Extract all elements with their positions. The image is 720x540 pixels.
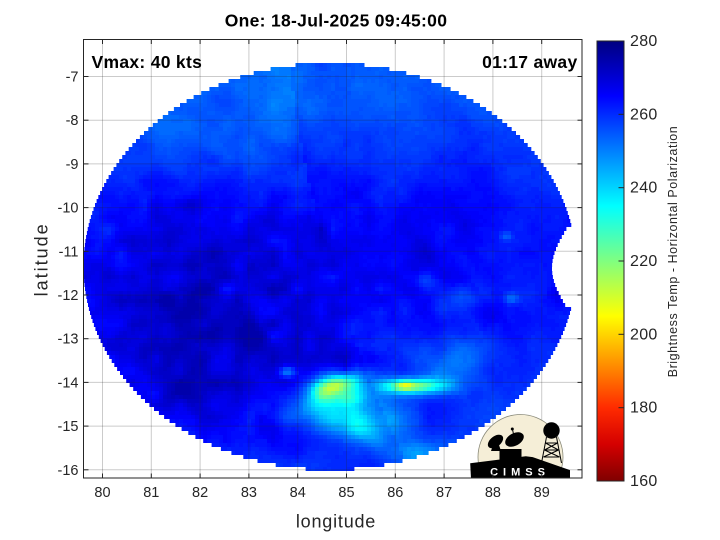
svg-text:84: 84 bbox=[290, 485, 306, 501]
svg-text:220: 220 bbox=[630, 253, 658, 270]
svg-text:-10: -10 bbox=[58, 201, 79, 217]
svg-text:Vmax: 40 kts: Vmax: 40 kts bbox=[92, 52, 203, 72]
svg-text:-14: -14 bbox=[58, 375, 79, 391]
svg-text:88: 88 bbox=[485, 485, 501, 501]
svg-text:86: 86 bbox=[387, 485, 403, 501]
svg-text:200: 200 bbox=[630, 326, 658, 343]
svg-text:CIMSS: CIMSS bbox=[490, 467, 550, 479]
svg-text:-9: -9 bbox=[66, 157, 79, 173]
svg-text:01:17 away: 01:17 away bbox=[482, 52, 577, 72]
svg-text:-16: -16 bbox=[58, 463, 79, 479]
svg-text:83: 83 bbox=[241, 485, 257, 501]
svg-text:280: 280 bbox=[630, 33, 658, 50]
svg-text:82: 82 bbox=[192, 485, 208, 501]
svg-text:-15: -15 bbox=[58, 419, 79, 435]
svg-text:87: 87 bbox=[436, 485, 452, 501]
svg-text:80: 80 bbox=[94, 485, 110, 501]
svg-text:One: 18-Jul-2025 09:45:00: One: 18-Jul-2025 09:45:00 bbox=[225, 11, 447, 31]
svg-text:85: 85 bbox=[338, 485, 354, 501]
svg-text:Brightness Temp - Horizontal P: Brightness Temp - Horizontal Polarizatio… bbox=[666, 126, 680, 378]
svg-text:-7: -7 bbox=[66, 70, 79, 86]
svg-text:81: 81 bbox=[143, 485, 159, 501]
svg-text:longitude: longitude bbox=[296, 512, 376, 532]
svg-text:-8: -8 bbox=[66, 113, 79, 129]
svg-text:-12: -12 bbox=[58, 288, 79, 304]
svg-text:180: 180 bbox=[630, 400, 658, 417]
svg-text:latitude: latitude bbox=[32, 222, 52, 296]
svg-text:260: 260 bbox=[630, 106, 658, 123]
svg-text:89: 89 bbox=[534, 485, 550, 501]
svg-text:160: 160 bbox=[630, 473, 658, 490]
svg-text:-11: -11 bbox=[59, 244, 79, 260]
svg-text:-13: -13 bbox=[58, 332, 79, 348]
svg-text:240: 240 bbox=[630, 180, 658, 197]
